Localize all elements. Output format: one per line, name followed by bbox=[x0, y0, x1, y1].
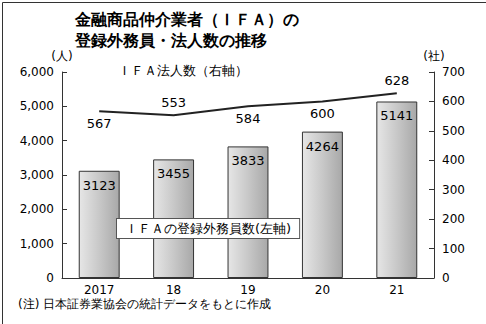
svg-text:(社): (社) bbox=[423, 49, 444, 63]
svg-text:3123: 3123 bbox=[83, 178, 116, 193]
svg-text:567: 567 bbox=[87, 116, 112, 131]
svg-text:600: 600 bbox=[310, 106, 335, 121]
svg-text:1,000: 1,000 bbox=[20, 237, 54, 251]
svg-text:100: 100 bbox=[442, 242, 465, 256]
svg-text:500: 500 bbox=[442, 124, 465, 138]
svg-text:20: 20 bbox=[315, 283, 330, 297]
svg-text:ＩＦＡの登録外務員数(左軸): ＩＦＡの登録外務員数(左軸) bbox=[125, 221, 291, 236]
svg-text:3,000: 3,000 bbox=[20, 168, 54, 182]
svg-text:600: 600 bbox=[442, 94, 465, 108]
svg-text:700: 700 bbox=[442, 65, 465, 79]
svg-text:(注) 日本証券業協会の統計データをもとに作成: (注) 日本証券業協会の統計データをもとに作成 bbox=[18, 297, 271, 311]
svg-text:4264: 4264 bbox=[306, 139, 339, 154]
svg-text:19: 19 bbox=[240, 283, 255, 297]
svg-text:(人): (人) bbox=[51, 49, 72, 63]
svg-text:18: 18 bbox=[166, 283, 181, 297]
svg-text:200: 200 bbox=[442, 212, 465, 226]
svg-text:0: 0 bbox=[442, 271, 450, 285]
svg-text:登録外務員・法人数の推移: 登録外務員・法人数の推移 bbox=[74, 31, 267, 50]
svg-text:400: 400 bbox=[442, 153, 465, 167]
svg-text:21: 21 bbox=[389, 283, 404, 297]
svg-text:584: 584 bbox=[236, 111, 261, 126]
svg-text:6,000: 6,000 bbox=[20, 65, 54, 79]
svg-text:ＩＦＡ法人数（右軸）: ＩＦＡ法人数（右軸） bbox=[118, 63, 248, 78]
svg-text:2,000: 2,000 bbox=[20, 202, 54, 216]
svg-text:4,000: 4,000 bbox=[20, 134, 54, 148]
svg-text:5,000: 5,000 bbox=[20, 99, 54, 113]
svg-text:300: 300 bbox=[442, 183, 465, 197]
svg-text:5141: 5141 bbox=[380, 108, 413, 123]
svg-text:金融商品仲介業者（ＩＦＡ）の: 金融商品仲介業者（ＩＦＡ）の bbox=[74, 10, 299, 29]
svg-text:628: 628 bbox=[384, 73, 409, 88]
svg-text:3833: 3833 bbox=[231, 153, 264, 168]
svg-text:553: 553 bbox=[161, 95, 186, 110]
svg-text:2017: 2017 bbox=[84, 283, 115, 297]
svg-text:3455: 3455 bbox=[157, 166, 190, 181]
svg-text:0: 0 bbox=[46, 271, 54, 285]
